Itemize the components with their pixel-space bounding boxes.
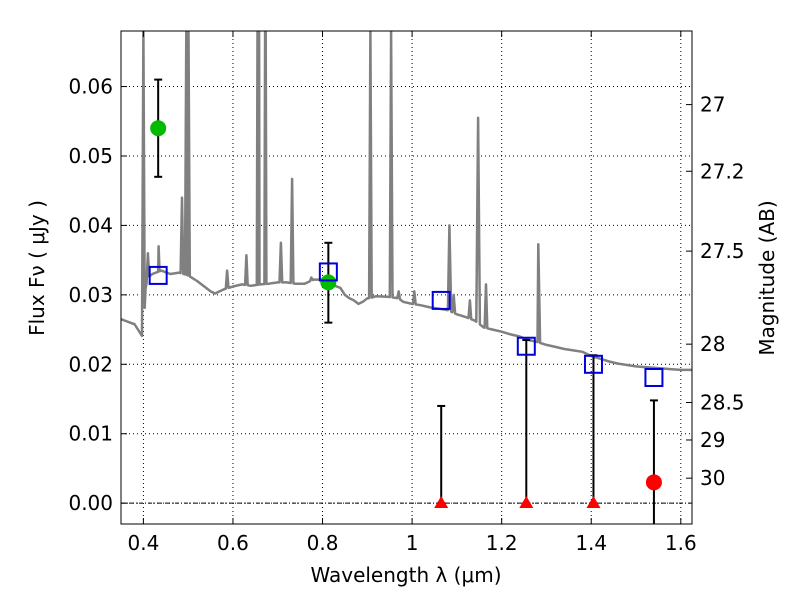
upper-limit-triangle: [519, 495, 534, 508]
spectrum-line: [121, 31, 692, 372]
y-tick-label: 0.06: [68, 75, 113, 99]
x-tick-label: 1: [406, 531, 419, 555]
error-bars: [154, 78, 658, 524]
x-tick-label: 0.6: [217, 531, 249, 555]
model-flux-square: [583, 354, 603, 374]
right-tick-label: 28: [700, 332, 725, 356]
model-flux-square: [644, 367, 664, 387]
data-point-circle: [150, 120, 167, 137]
right-axis-label: Magnitude (AB): [755, 200, 779, 355]
right-axis-ticks: 27 27.2 27.5 28 28.5 29 30: [686, 93, 745, 490]
y-tick-label: 0.05: [68, 144, 113, 168]
y-axis-ticks: 0.00 0.01 0.02 0.03 0.04 0.05 0.06: [68, 75, 127, 515]
x-tick-label: 0.8: [307, 531, 339, 555]
y-tick-label: 0.01: [68, 422, 113, 446]
plot-frame: [120, 30, 693, 525]
x-axis-ticks: 0.4 0.6 0.8 1 1.2 1.4 1.6: [127, 31, 697, 555]
x-axis-label: Wavelength λ (μm): [310, 563, 501, 587]
x-tick-label: 0.4: [127, 531, 159, 555]
right-tick-label: 27.5: [700, 239, 745, 263]
upper-limit-triangle: [434, 495, 449, 508]
y-axis-label: Flux Fν ( μJy ): [25, 200, 49, 336]
data-point-circle: [645, 474, 662, 491]
y-tick-label: 0.04: [68, 213, 113, 237]
model-flux-square: [318, 262, 338, 282]
x-tick-label: 1.4: [575, 531, 607, 555]
y-tick-label: 0.02: [68, 352, 113, 376]
x-tick-label: 1.6: [665, 531, 697, 555]
model-flux-square: [148, 265, 168, 285]
right-tick-label: 30: [700, 466, 725, 490]
right-tick-label: 29: [700, 428, 725, 452]
right-tick-label: 28.5: [700, 390, 745, 414]
y-tick-label: 0.03: [68, 283, 113, 307]
model-flux-square: [431, 290, 451, 310]
right-tick-label: 27: [700, 93, 725, 117]
x-tick-label: 1.2: [486, 531, 518, 555]
data-point-circle: [320, 274, 337, 291]
right-tick-label: 27.2: [700, 159, 745, 183]
model-spectrum: [121, 31, 692, 372]
y-tick-label: 0.00: [68, 491, 113, 515]
model-flux-square: [516, 336, 536, 356]
data-markers: [148, 120, 664, 508]
upper-limit-triangle: [586, 495, 601, 508]
